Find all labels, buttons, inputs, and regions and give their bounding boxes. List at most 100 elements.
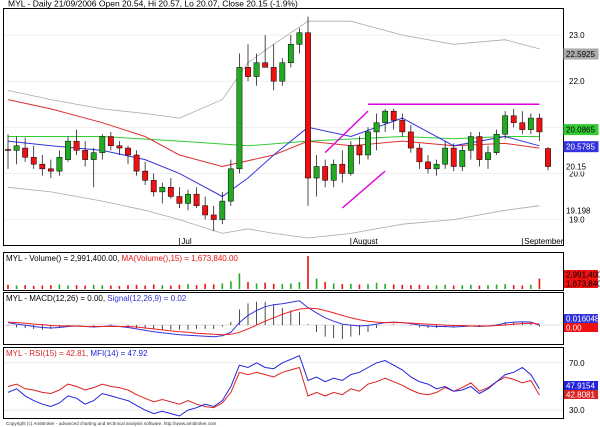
candle-body xyxy=(39,163,46,170)
candle-body xyxy=(382,110,389,123)
volume-title-part: MYL - Volume() = 2,991,400.00, xyxy=(6,254,122,263)
price-candles xyxy=(5,16,551,232)
signal-line xyxy=(7,307,540,336)
candle-body xyxy=(262,62,269,68)
rsi-tag xyxy=(564,381,598,390)
volume-bar xyxy=(367,284,369,289)
candle-body xyxy=(347,145,354,174)
price-value-label: 20.15 xyxy=(566,163,587,172)
volume-bar xyxy=(195,285,198,289)
candle-body xyxy=(90,152,97,160)
macd-tag-label: 0.016048 xyxy=(566,315,600,324)
volume-bar xyxy=(247,282,249,289)
signal-title-part: Signal(12,26,9) = 0.02 xyxy=(107,294,186,303)
month-label: September xyxy=(524,237,563,246)
candle-body xyxy=(219,200,226,220)
volume-bar xyxy=(461,285,464,289)
volume-bar xyxy=(358,284,361,289)
candle-body xyxy=(425,161,431,170)
volume-bar xyxy=(161,285,164,289)
candle-body xyxy=(22,147,29,158)
volume-bar xyxy=(152,284,155,289)
candle-body xyxy=(467,136,474,151)
volume-bar xyxy=(281,284,284,289)
macd-title-part: MYL - MACD(12,26) = 0.00, xyxy=(6,294,107,303)
candle-body xyxy=(65,140,71,160)
volume-bar xyxy=(212,284,215,289)
volume-bar xyxy=(110,285,112,289)
volume-bar xyxy=(392,284,395,289)
volume-bar xyxy=(24,285,26,289)
volume-bar xyxy=(315,278,318,289)
price-value-tag xyxy=(564,161,598,172)
candle-body xyxy=(373,122,380,133)
candle-body xyxy=(142,170,149,181)
volume-bar xyxy=(221,283,224,289)
volume-bar xyxy=(127,285,129,289)
volume-bar xyxy=(230,281,232,289)
price-annotation-lines xyxy=(324,103,540,209)
volume-bar xyxy=(495,284,498,289)
rsi-title-part: MYL - RSI(15) = 42.81, xyxy=(6,349,90,358)
candle-body xyxy=(236,67,243,170)
candle-body xyxy=(56,157,63,172)
candle-body xyxy=(313,166,320,179)
candle-body xyxy=(167,187,174,197)
bollinger-lower-line xyxy=(7,186,540,239)
volume-bar xyxy=(135,284,138,289)
candle-body xyxy=(450,147,457,167)
volume-ma-title-part: MA(Volume(),15) = 1,673,840.00 xyxy=(122,254,239,263)
month-label: August xyxy=(353,237,379,246)
volume-bar xyxy=(332,283,335,289)
channel-lower-line xyxy=(341,170,386,209)
candle-body xyxy=(150,180,157,193)
macd-panel-frame xyxy=(3,292,564,345)
rsi-title: MYL - RSI(15) = 42.81, MFI(14) = 47.92 xyxy=(6,349,148,358)
macd-tag-label: 0.00 xyxy=(566,324,582,333)
candle-body xyxy=(279,62,286,82)
rsi-plot xyxy=(4,355,563,417)
volume-title: MYL - Volume() = 2,991,400.00, MA(Volume… xyxy=(6,254,238,263)
rsi-panel-frame xyxy=(3,347,564,419)
volume-bars xyxy=(7,256,541,289)
candle-body xyxy=(253,62,260,77)
candle-body xyxy=(433,163,440,170)
volume-bar xyxy=(401,284,404,289)
candle-body xyxy=(30,157,37,165)
volume-bar xyxy=(410,285,412,289)
rsi-tick-label: 30.0 xyxy=(569,406,585,415)
candle-body xyxy=(287,44,294,63)
rsi-y-axis: 70.0 30.0 xyxy=(569,359,585,415)
candle-body xyxy=(442,147,449,165)
volume-bar xyxy=(144,285,146,289)
candle-body xyxy=(47,168,54,172)
volume-bar xyxy=(264,282,266,289)
price-panel-frame xyxy=(3,8,564,246)
candle-body xyxy=(519,122,526,130)
macd-title: MYL - MACD(12,26) = 0.00, Signal(12,26,9… xyxy=(6,294,187,303)
volume-bar xyxy=(384,283,386,289)
macd-plot xyxy=(4,300,563,339)
volume-panel-frame xyxy=(3,252,564,291)
candle-body xyxy=(116,145,123,149)
volume-bar xyxy=(435,285,438,289)
candle-body xyxy=(159,187,166,193)
volume-bar xyxy=(170,285,172,289)
candle-body xyxy=(493,133,500,153)
volume-bar xyxy=(238,273,241,289)
candle-body xyxy=(476,136,483,160)
volume-bar xyxy=(538,278,541,289)
candle-body xyxy=(365,131,371,156)
candle-body xyxy=(176,196,183,204)
volume-bar xyxy=(101,285,104,289)
price-value-label: 20.5785 xyxy=(566,143,595,152)
candle-body xyxy=(245,67,251,77)
volume-tag xyxy=(564,279,598,288)
volume-bar xyxy=(307,256,309,289)
price-value-tag xyxy=(563,141,599,153)
candle-body xyxy=(485,152,491,160)
volume-bar xyxy=(118,285,121,289)
rsi-tag xyxy=(564,390,598,399)
